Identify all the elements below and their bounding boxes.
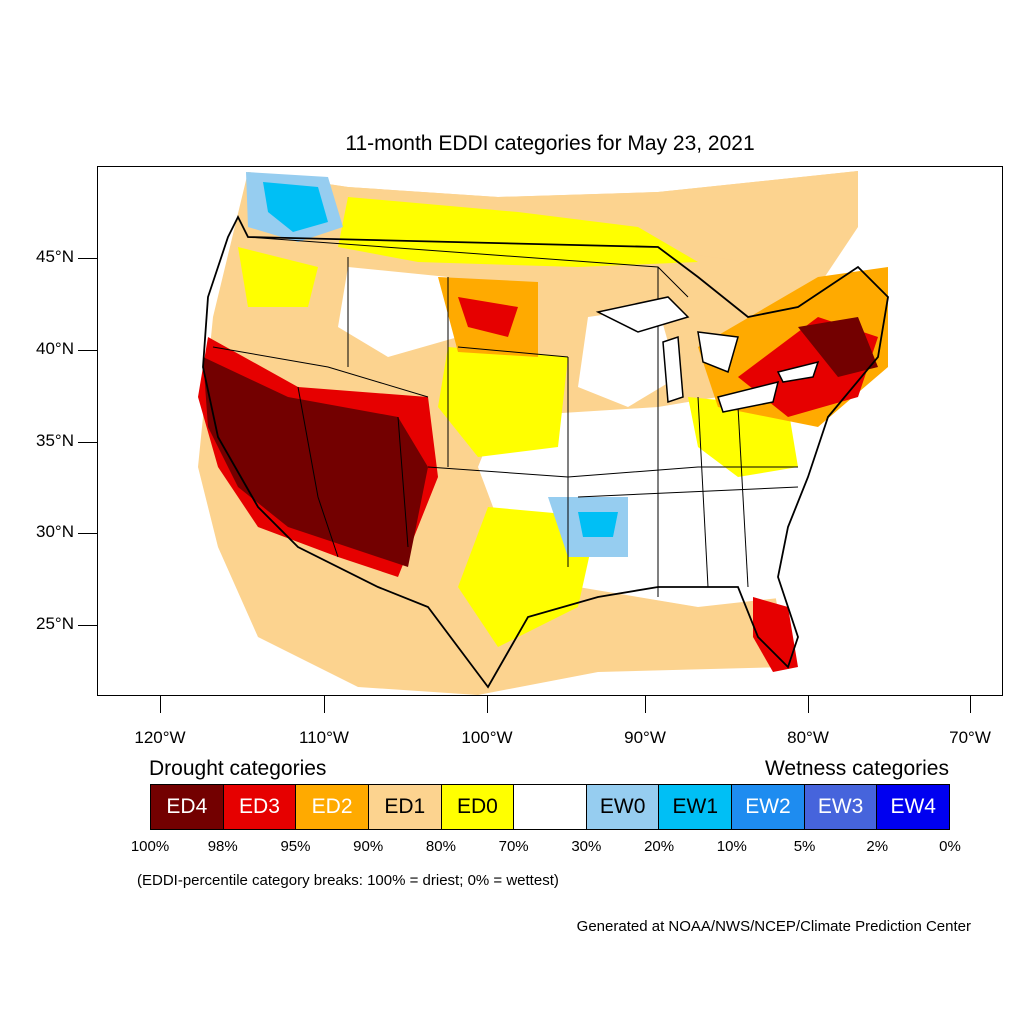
legend-cell-neutral	[514, 785, 587, 829]
legend-cell-ed0: ED0	[441, 785, 515, 829]
yellow-northwest	[238, 247, 318, 307]
lat-tick-35	[78, 442, 97, 443]
lon-tick-90	[645, 696, 646, 713]
legend-break-label: 5%	[793, 838, 816, 855]
canada-yellow	[338, 197, 698, 267]
us-outline	[202, 214, 889, 689]
legend-break-label: 30%	[571, 838, 602, 855]
lon-label-90: 90°W	[624, 728, 666, 747]
ne-ed4	[798, 317, 878, 377]
legend-cell-ew2: EW2	[732, 785, 805, 829]
eddi-map	[198, 171, 889, 695]
legend-break-label: 98%	[207, 838, 238, 855]
legend-break-label: 2%	[866, 838, 889, 855]
legend-break-label: 10%	[716, 838, 747, 855]
legend-break-label: 90%	[353, 838, 384, 855]
lon-label-110: 110°W	[299, 728, 349, 747]
lat-label-25: 25°N	[36, 614, 74, 633]
map-frame	[97, 166, 1003, 696]
credit-text: Generated at NOAA/NWS/NCEP/Climate Predi…	[576, 918, 971, 935]
drought-categories-label: Drought categories	[149, 757, 327, 780]
map-title: 11-month EDDI categories for May 23, 202…	[345, 132, 755, 155]
lon-label-80: 80°W	[787, 728, 829, 747]
ark-wet-core	[578, 512, 618, 537]
legend-cell-ew1: EW1	[659, 785, 733, 829]
lat-label-40: 40°N	[36, 339, 74, 358]
lon-tick-70	[970, 696, 971, 713]
wetness-categories-label: Wetness categories	[764, 757, 949, 780]
legend-cell-ew0: EW0	[586, 785, 660, 829]
lon-label-100: 100°W	[461, 728, 513, 747]
lat-label-35: 35°N	[36, 431, 74, 450]
lon-label-70: 70°W	[949, 728, 991, 747]
lat-label-30: 30°N	[36, 522, 74, 541]
legend-cell-ed3: ED3	[223, 785, 297, 829]
legend-break-label: 95%	[280, 838, 311, 855]
legend-break-label: 70%	[498, 838, 529, 855]
legend-break-label: 100%	[130, 838, 170, 855]
lat-label-45: 45°N	[36, 247, 74, 266]
dakota-ed3	[458, 297, 518, 337]
lon-tick-110	[324, 696, 325, 713]
lat-tick-25	[78, 625, 97, 626]
legend-cell-ed2: ED2	[296, 785, 369, 829]
lon-label-120: 120°W	[134, 728, 186, 747]
yellow-plains	[438, 347, 568, 457]
lat-tick-45	[78, 258, 97, 259]
sw-drought-ed4	[203, 357, 428, 567]
lon-tick-100	[487, 696, 488, 713]
category-note: (EDDI-percentile category breaks: 100% =…	[137, 872, 559, 889]
midwest-white	[578, 307, 678, 407]
legend-colorbar: ED4 ED3 ED2 ED1 ED0 EW0 EW1 EW2 EW3 EW4	[150, 784, 950, 830]
florida-ed3	[753, 597, 798, 672]
legend-break-label: 0%	[939, 838, 961, 855]
legend-cell-ed1: ED1	[368, 785, 442, 829]
legend-break-label: 20%	[644, 838, 675, 855]
legend-cell-ew4: EW4	[877, 785, 950, 829]
legend-cell-ed4: ED4	[151, 785, 224, 829]
legend-cell-ew3: EW3	[804, 785, 878, 829]
northern-white	[338, 267, 458, 357]
lat-tick-40	[78, 350, 97, 351]
pnw-wet-core	[263, 182, 328, 232]
legend-break-label: 80%	[425, 838, 456, 855]
great-lakes	[595, 296, 820, 413]
lon-tick-120	[160, 696, 161, 713]
lat-tick-30	[78, 533, 97, 534]
lon-tick-80	[808, 696, 809, 713]
